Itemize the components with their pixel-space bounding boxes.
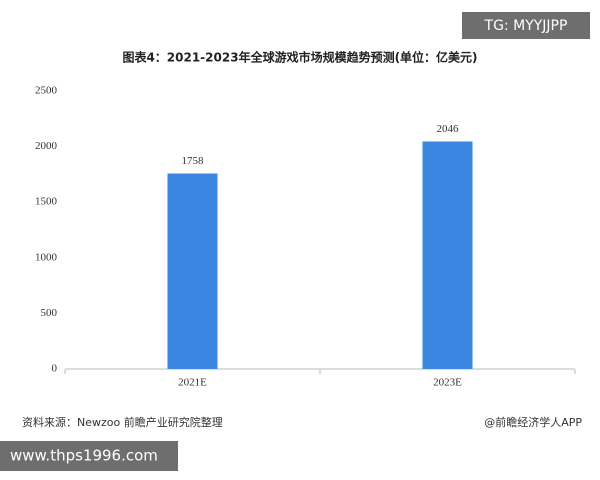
credit: @前瞻经济学人APP bbox=[484, 415, 582, 429]
bar bbox=[422, 141, 473, 369]
y-tick-label: 1000 bbox=[35, 251, 58, 263]
x-tick-label: 2023E bbox=[433, 377, 462, 389]
y-tick-label: 1500 bbox=[35, 196, 58, 208]
bar bbox=[167, 173, 218, 369]
overlay-box bbox=[462, 12, 590, 39]
y-tick-label: 500 bbox=[41, 307, 58, 319]
overlay-top: TG: MYYJJPP bbox=[484, 18, 568, 34]
value-label: 1758 bbox=[182, 155, 205, 167]
value-label: 2046 bbox=[437, 123, 460, 135]
overlay-box bbox=[0, 441, 178, 471]
y-tick-label: 2000 bbox=[35, 140, 58, 152]
y-tick-label: 0 bbox=[52, 363, 58, 375]
overlay-bottom: www.thps1996.com bbox=[10, 447, 158, 465]
source: 资料来源：Newzoo 前瞻产业研究院整理 bbox=[22, 415, 223, 429]
x-tick-label: 2021E bbox=[178, 377, 207, 389]
y-tick-label: 2500 bbox=[35, 85, 58, 97]
chart-title: 图表4：2021-2023年全球游戏市场规模趋势预测(单位：亿美元) bbox=[122, 50, 477, 65]
